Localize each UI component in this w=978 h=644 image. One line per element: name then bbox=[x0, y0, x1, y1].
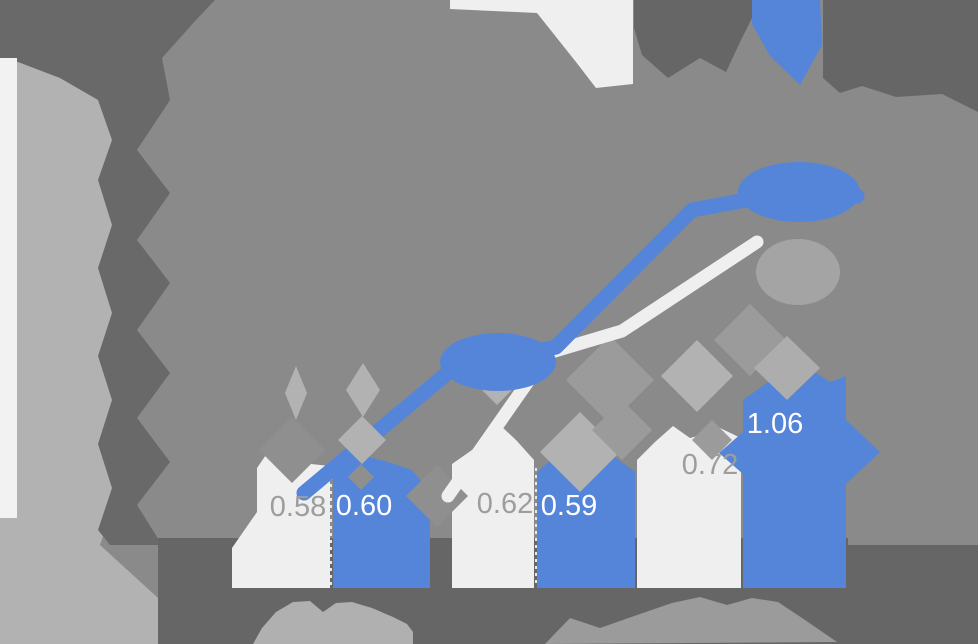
artifact-diamond bbox=[754, 336, 820, 400]
bar-blue-3-right-bump bbox=[846, 420, 880, 484]
bar-white-3 bbox=[637, 426, 741, 588]
bar-blue-3 bbox=[743, 370, 846, 588]
bar-value-label: 0.59 bbox=[541, 490, 597, 522]
y-axis-label-blob bbox=[0, 58, 158, 644]
bar-value-label: 0.58 bbox=[270, 491, 326, 523]
artifact-diamond bbox=[566, 336, 654, 424]
bar-value-label: 0.62 bbox=[477, 488, 533, 520]
bar-value-label: 1.06 bbox=[747, 408, 803, 440]
bar-blue-2 bbox=[537, 452, 635, 588]
dark-corner-and-axis-blob bbox=[0, 0, 215, 545]
line-label-blob-blue-mid bbox=[440, 333, 556, 391]
artifact-diamond bbox=[338, 416, 386, 464]
left-edge-strip bbox=[0, 58, 17, 518]
legend-swatch-blue bbox=[752, 0, 822, 85]
artifact-teardrop bbox=[285, 366, 307, 420]
artifact-diamond bbox=[692, 420, 732, 460]
right-band-sliver bbox=[848, 538, 978, 545]
artifact-diamond bbox=[259, 417, 325, 483]
bar-blue-1 bbox=[333, 453, 430, 588]
trend-line-white bbox=[441, 235, 764, 503]
legend-label-blob-2 bbox=[823, 0, 978, 112]
x-category-label-blob-1 bbox=[253, 601, 413, 644]
legend-swatch-white bbox=[450, 0, 633, 88]
artifact-teardrop bbox=[346, 363, 380, 417]
artifact-diamond bbox=[592, 400, 652, 460]
bar-blue-3-left-bump bbox=[719, 432, 743, 474]
legend-label-blob-1 bbox=[634, 0, 752, 78]
artifact-diamond bbox=[661, 340, 733, 412]
line-label-blob-white bbox=[756, 239, 840, 305]
artifact-diamond bbox=[348, 464, 374, 490]
bar-value-label: 0.72 bbox=[682, 449, 738, 481]
line-label-blob-blue-peak bbox=[738, 162, 860, 222]
x-category-label-blob-2 bbox=[545, 597, 837, 644]
bar-value-label: 0.60 bbox=[336, 490, 392, 522]
